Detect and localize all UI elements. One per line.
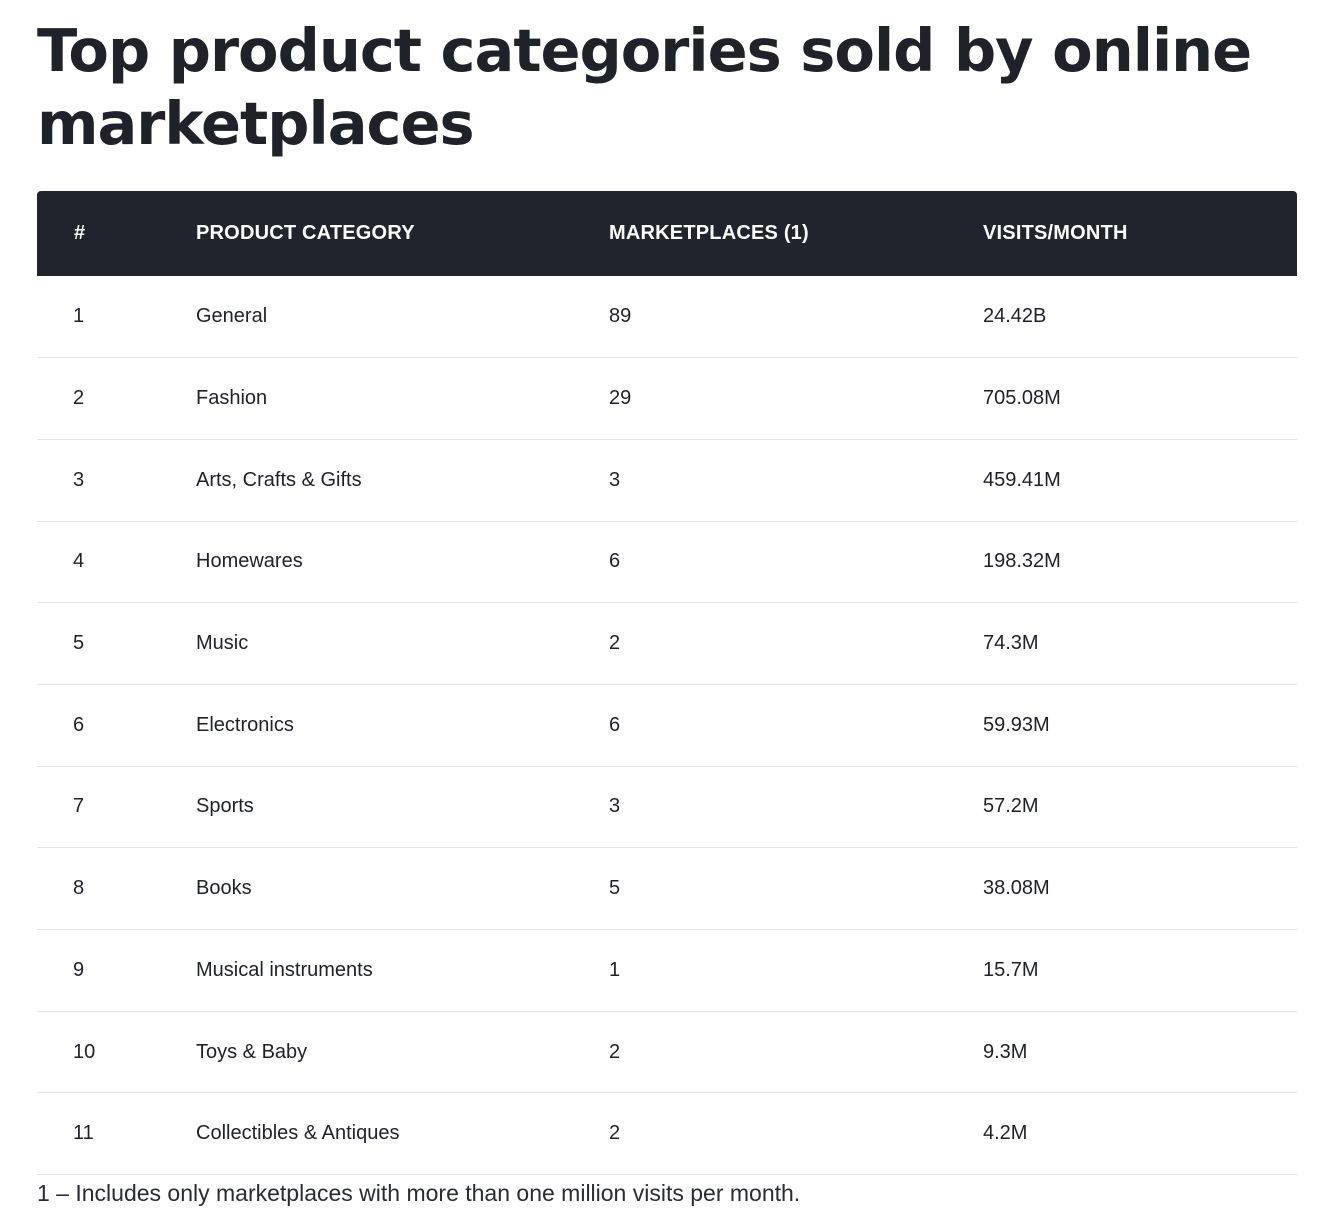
visits-cell: 38.08M: [983, 877, 1050, 900]
visits-cell: 4.2M: [983, 1122, 1028, 1145]
column-header-visits[interactable]: VISITS/MONTH: [983, 222, 1128, 244]
table-row: 1 General 89 24.42B: [37, 276, 1297, 358]
rank-cell: 10: [73, 1040, 96, 1063]
table-header: # PRODUCT CATEGORY MARKETPLACES (1) VISI…: [37, 191, 1297, 276]
rank-cell: 4: [73, 550, 85, 573]
table-row: 9 Musical instruments 1 15.7M: [37, 930, 1297, 1012]
category-cell: Books: [196, 877, 252, 900]
table-row: 2 Fashion 29 705.08M: [37, 358, 1297, 440]
marketplaces-cell: 2: [609, 1122, 621, 1145]
marketplaces-cell: 5: [609, 877, 621, 900]
rank-cell: 7: [73, 795, 85, 818]
table-row: 8 Books 5 38.08M: [37, 848, 1297, 930]
marketplaces-cell: 29: [609, 387, 632, 410]
category-cell: Homewares: [196, 550, 303, 573]
rank-cell: 6: [73, 713, 85, 736]
page-title: Top product categories sold by online ma…: [37, 16, 1252, 158]
rank-cell: 9: [73, 958, 85, 981]
table-row: 4 Homewares 6 198.32M: [37, 521, 1297, 603]
table-row: 5 Music 2 74.3M: [37, 603, 1297, 685]
rank-cell: 1: [73, 305, 85, 328]
table-row: 10 Toys & Baby 2 9.3M: [37, 1011, 1297, 1093]
marketplaces-cell: 1: [609, 958, 621, 981]
marketplaces-cell: 89: [609, 305, 632, 328]
visits-cell: 459.41M: [983, 468, 1061, 491]
marketplaces-cell: 6: [609, 550, 621, 573]
table-row: 3 Arts, Crafts & Gifts 3 459.41M: [37, 439, 1297, 522]
marketplaces-cell: 6: [609, 713, 621, 736]
rank-cell: 3: [73, 468, 85, 491]
table-row: 6 Electronics 6 59.93M: [37, 684, 1297, 767]
visits-cell: 59.93M: [983, 713, 1050, 736]
column-header-marketplaces[interactable]: MARKETPLACES (1): [609, 222, 809, 244]
column-header-category[interactable]: PRODUCT CATEGORY: [196, 222, 415, 244]
table-row: 11 Collectibles & Antiques 2 4.2M: [37, 1093, 1297, 1175]
table-row: 7 Sports 3 57.2M: [37, 766, 1297, 848]
category-cell: Fashion: [196, 387, 268, 410]
product-categories-table: # PRODUCT CATEGORY MARKETPLACES (1) VISI…: [37, 191, 1297, 1175]
marketplaces-cell: 2: [609, 632, 621, 655]
rank-cell: 8: [73, 877, 85, 900]
marketplaces-cell: 3: [609, 795, 621, 818]
category-cell: Sports: [196, 795, 254, 818]
category-cell: Musical instruments: [196, 958, 373, 981]
category-cell: General: [196, 305, 268, 328]
rank-cell: 2: [73, 387, 85, 410]
table-header-row: # PRODUCT CATEGORY MARKETPLACES (1) VISI…: [37, 191, 1297, 276]
table-body: 1 General 89 24.42B 2 Fashion 29 705.08M…: [37, 276, 1297, 1175]
visits-cell: 705.08M: [983, 387, 1061, 410]
category-cell: Arts, Crafts & Gifts: [196, 468, 362, 491]
visits-cell: 57.2M: [983, 795, 1039, 818]
category-cell: Collectibles & Antiques: [196, 1122, 400, 1145]
category-cell: Music: [196, 632, 249, 655]
category-cell: Electronics: [196, 713, 294, 736]
category-cell: Toys & Baby: [196, 1040, 308, 1063]
visits-cell: 9.3M: [983, 1040, 1028, 1063]
rank-cell: 11: [73, 1122, 94, 1145]
marketplaces-cell: 2: [609, 1040, 621, 1063]
column-header-rank[interactable]: #: [74, 222, 86, 244]
visits-cell: 24.42B: [983, 305, 1047, 328]
footnote: 1 – Includes only marketplaces with more…: [37, 1180, 801, 1206]
visits-cell: 74.3M: [983, 632, 1039, 655]
rank-cell: 5: [73, 632, 85, 655]
visits-cell: 15.7M: [983, 958, 1039, 981]
marketplaces-cell: 3: [609, 468, 621, 491]
visits-cell: 198.32M: [983, 550, 1061, 573]
